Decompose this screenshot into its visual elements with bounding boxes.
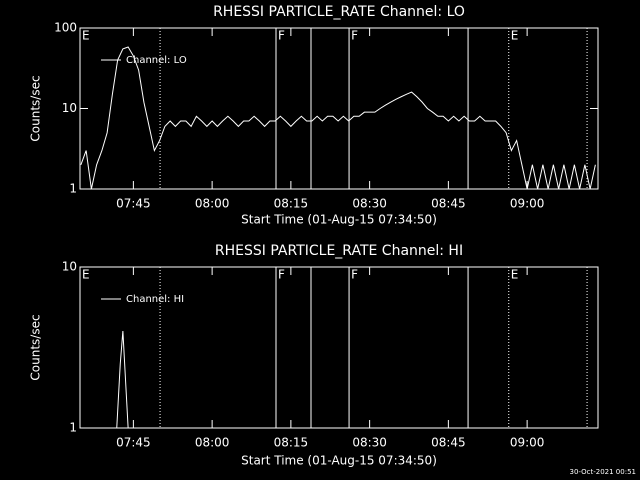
chart-title: RHESSI PARTICLE_RATE Channel: HI <box>215 243 463 259</box>
x-tick-label: 09:00 <box>510 197 545 211</box>
event-label: E <box>82 29 90 43</box>
y-tick-label: 1 <box>69 182 77 196</box>
y-tick-label: 10 <box>62 260 77 274</box>
x-axis-label: Start Time (01-Aug-15 07:34:50) <box>241 213 437 227</box>
x-axis-label: Start Time (01-Aug-15 07:34:50) <box>241 454 437 468</box>
event-label: F <box>351 29 358 43</box>
plot-frame <box>79 27 599 190</box>
y-tick-label: 1 <box>69 421 77 435</box>
x-tick-label: 08:15 <box>274 197 309 211</box>
x-tick-label: 08:45 <box>431 197 466 211</box>
y-tick-label: 10 <box>62 101 77 115</box>
event-label: F <box>278 268 285 282</box>
event-label: F <box>278 29 285 43</box>
x-tick-label: 08:45 <box>431 436 466 450</box>
data-line <box>80 46 596 190</box>
x-tick-label: 09:00 <box>510 436 545 450</box>
x-tick-label: 08:30 <box>352 436 387 450</box>
event-label: F <box>351 268 358 282</box>
y-tick-label: 100 <box>54 21 77 35</box>
data-line <box>116 331 129 429</box>
x-tick-label: 08:15 <box>274 436 309 450</box>
plot-frame <box>79 266 599 429</box>
x-tick-label: 08:00 <box>195 436 230 450</box>
legend-label: Channel: LO <box>126 55 187 66</box>
event-label: E <box>511 29 519 43</box>
event-label: E <box>82 268 90 282</box>
chart-title: RHESSI PARTICLE_RATE Channel: LO <box>213 4 465 20</box>
legend-label: Channel: HI <box>126 294 184 305</box>
event-label: E <box>511 268 519 282</box>
y-axis-label: Counts/sec <box>29 314 43 380</box>
x-tick-label: 07:45 <box>116 197 151 211</box>
x-tick-label: 08:00 <box>195 197 230 211</box>
y-axis-label: Counts/sec <box>29 75 43 141</box>
x-tick-label: 08:30 <box>352 197 387 211</box>
timestamp: 30-Oct-2021 00:51 <box>570 468 636 476</box>
x-tick-label: 07:45 <box>116 436 151 450</box>
